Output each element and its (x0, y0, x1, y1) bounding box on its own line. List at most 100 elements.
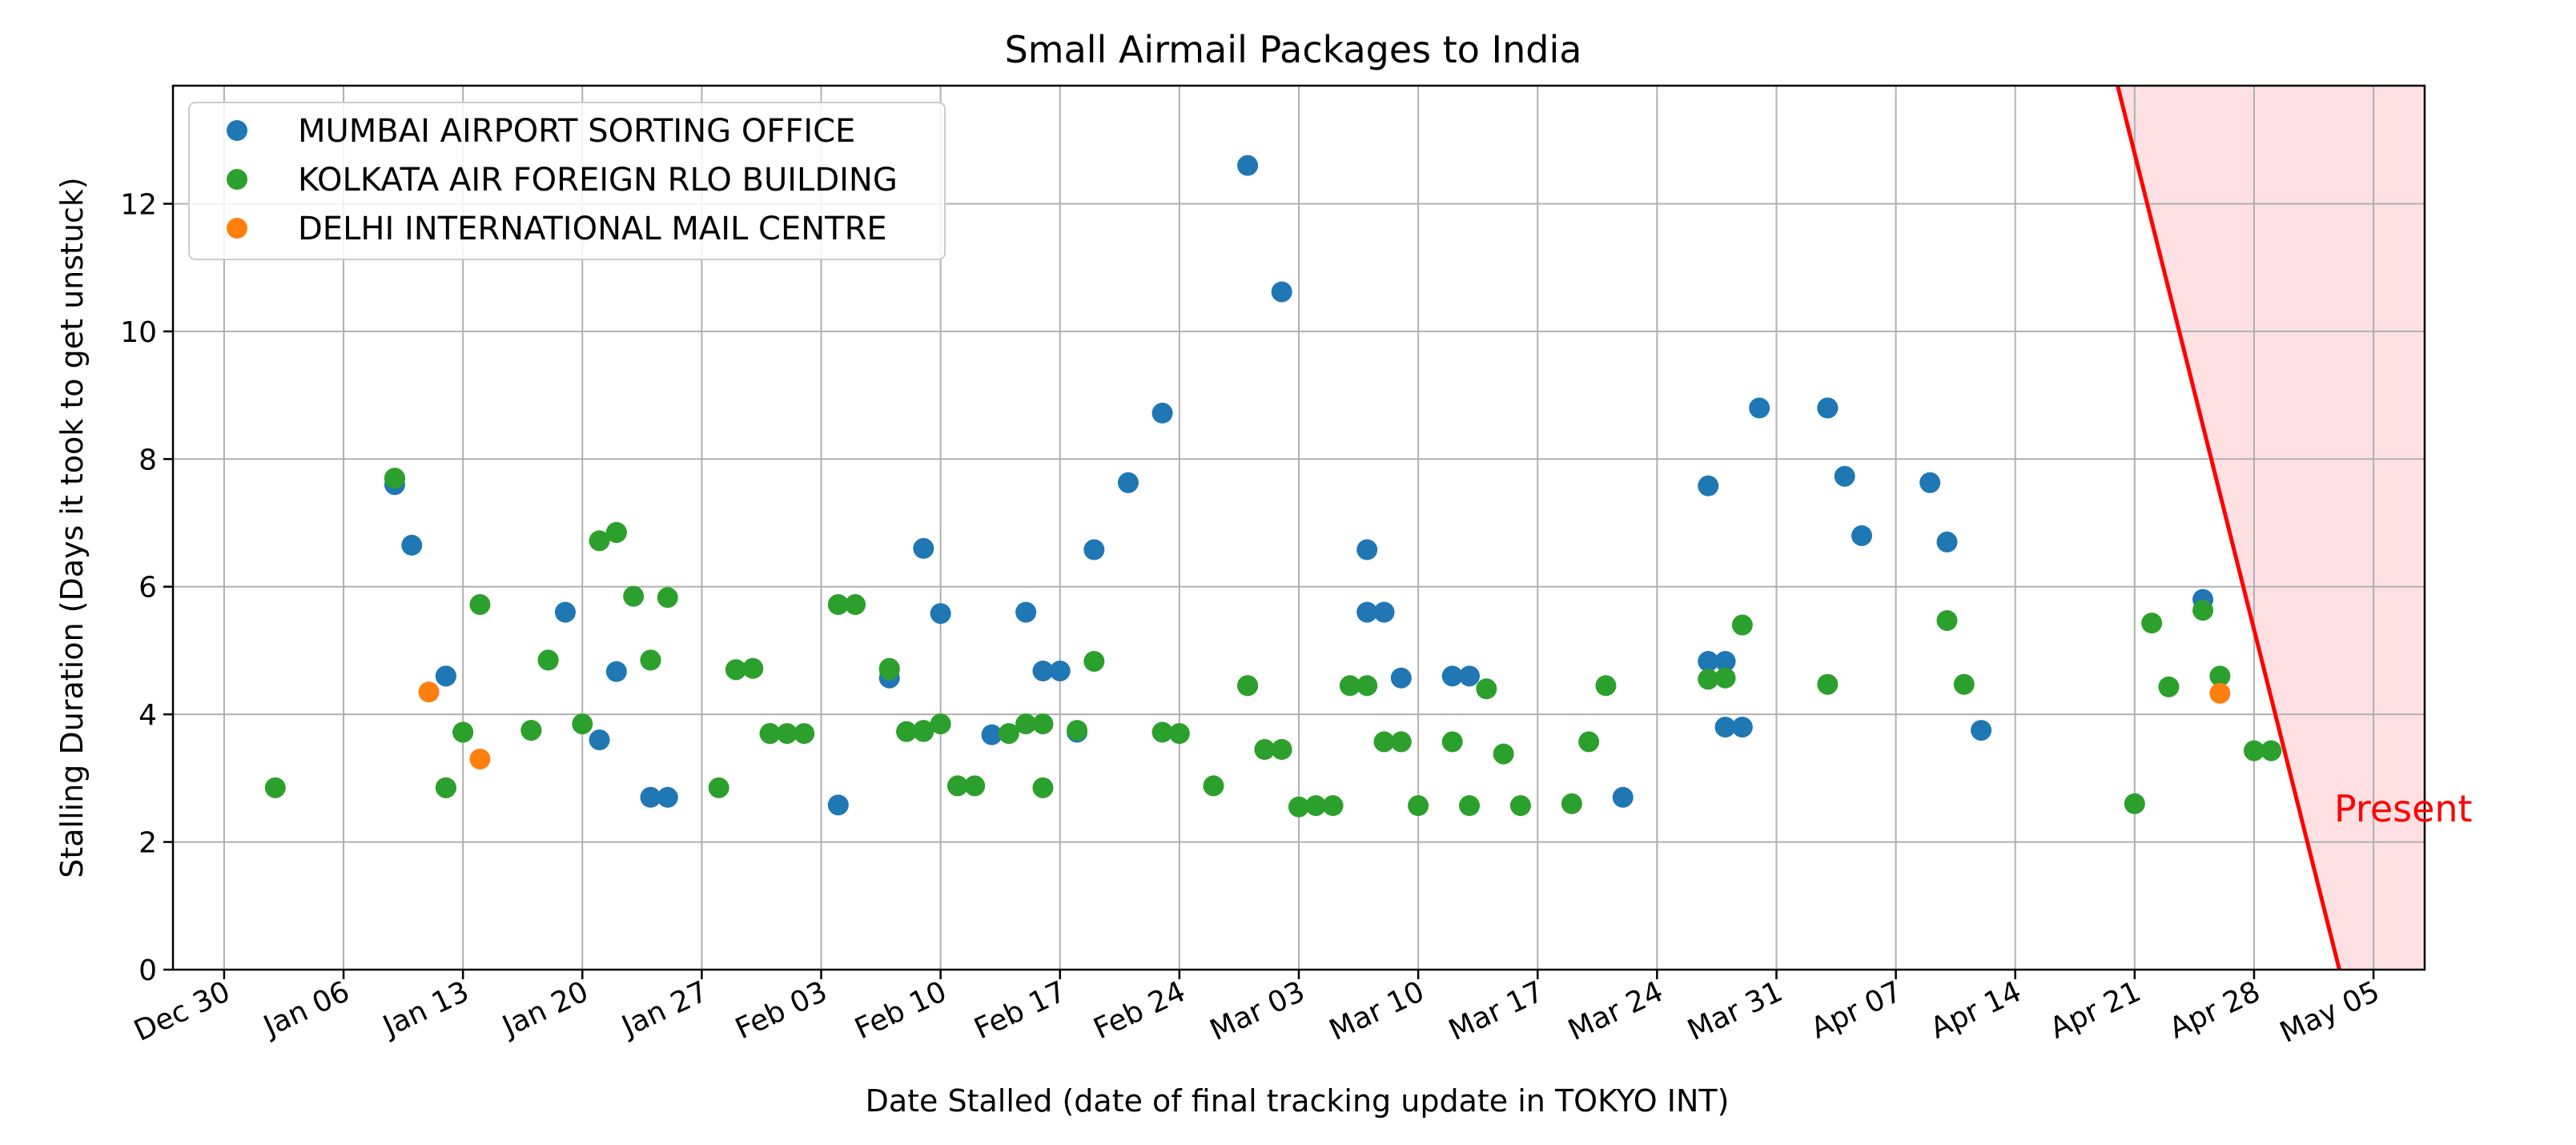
point-series-1 (776, 723, 798, 745)
point-series-0 (1373, 601, 1395, 623)
present-line (2116, 86, 2341, 970)
point-series-2 (469, 748, 491, 769)
y-axis-ticks: 0 2 4 6 8 10 12 (120, 188, 173, 987)
point-series-1 (725, 659, 746, 681)
point-series-1 (1441, 731, 1463, 753)
point-series-1 (1305, 795, 1327, 817)
y-tick-label: 4 (139, 699, 157, 732)
point-series-1 (264, 777, 286, 798)
point-series-1 (2141, 613, 2163, 634)
point-series-0 (589, 729, 610, 751)
legend-marker (227, 218, 247, 239)
point-series-1 (1322, 795, 1344, 817)
legend-marker (227, 120, 247, 141)
point-series-1 (452, 721, 474, 743)
point-series-1 (1168, 723, 1190, 745)
point-series-1 (998, 723, 1019, 745)
point-series-0 (1441, 665, 1463, 687)
point-series-1 (878, 657, 900, 679)
point-series-0 (1731, 717, 1753, 738)
point-series-0 (1851, 524, 1872, 546)
y-tick-label: 12 (120, 188, 157, 221)
point-series-1 (1032, 713, 1054, 735)
point-series-1 (1390, 731, 1412, 753)
point-series-1 (1339, 675, 1360, 697)
point-series-1 (1254, 738, 1276, 760)
point-series-1 (1151, 721, 1173, 743)
chart-title: Small Airmail Packages to India (1005, 28, 1582, 71)
point-series-0 (1032, 660, 1054, 681)
present-line-layer (2116, 86, 2341, 970)
point-series-0 (1919, 472, 1941, 493)
point-series-1 (1459, 795, 1481, 817)
point-series-1 (1817, 673, 1839, 695)
point-series-0 (1936, 531, 1958, 552)
point-series-1 (1356, 675, 1378, 697)
y-tick-label: 8 (139, 444, 157, 476)
point-series-0 (913, 537, 934, 559)
point-series-0 (930, 603, 951, 625)
point-series-0 (435, 665, 456, 687)
point-series-0 (1817, 397, 1839, 419)
point-series-1 (2158, 676, 2180, 697)
point-series-1 (1032, 777, 1054, 798)
point-series-0 (554, 601, 576, 623)
point-series-1 (2124, 793, 2145, 814)
point-series-1 (2261, 740, 2282, 761)
y-tick-label: 2 (139, 827, 157, 860)
point-series-0 (1271, 281, 1292, 303)
point-series-0 (1971, 720, 1992, 741)
point-series-1 (1493, 743, 1514, 765)
y-axis-label: Stalling Duration (Days it took to get u… (54, 177, 90, 878)
point-series-0 (605, 661, 627, 682)
point-series-0 (1612, 786, 1634, 808)
point-series-0 (1356, 539, 1378, 560)
point-series-1 (435, 777, 456, 798)
points-layer (264, 155, 2282, 818)
y-tick-label: 0 (139, 954, 157, 987)
point-series-2 (2209, 682, 2231, 704)
point-series-1 (1271, 738, 1292, 760)
point-series-1 (623, 585, 645, 607)
legend-box (188, 102, 946, 260)
point-series-1 (827, 594, 849, 616)
x-axis-label: Date Stalled (date of final tracking upd… (866, 1083, 1730, 1119)
legend-marker (227, 169, 247, 190)
point-series-0 (1049, 660, 1071, 681)
point-series-0 (640, 786, 661, 808)
point-series-1 (1067, 720, 1088, 741)
point-series-1 (896, 721, 918, 742)
point-series-1 (469, 594, 491, 616)
point-series-0 (1459, 665, 1481, 687)
present-shade (2117, 86, 2425, 970)
point-series-1 (1714, 667, 1736, 689)
point-series-1 (1936, 609, 1958, 631)
point-series-0 (401, 534, 423, 556)
point-series-0 (1698, 650, 1719, 672)
point-series-1 (1731, 614, 1753, 636)
point-series-0 (981, 724, 1003, 745)
point-series-0 (1083, 539, 1105, 560)
point-series-1 (1083, 650, 1105, 672)
legend: MUMBAI AIRPORT SORTING OFFICE KOLKATA AIR… (188, 102, 946, 260)
point-series-0 (1714, 650, 1736, 672)
point-series-0 (1356, 601, 1378, 623)
point-series-1 (1561, 793, 1582, 814)
point-series-1 (1373, 731, 1395, 753)
point-series-2 (418, 681, 440, 703)
point-series-0 (1237, 155, 1259, 176)
point-series-1 (1237, 675, 1259, 697)
point-series-1 (520, 720, 542, 741)
grid-layer (173, 86, 2425, 970)
point-series-1 (946, 775, 968, 797)
point-series-0 (1390, 667, 1412, 689)
present-shade-layer (2117, 86, 2425, 970)
point-series-0 (1698, 475, 1719, 496)
point-series-1 (708, 777, 729, 798)
point-series-1 (605, 521, 627, 543)
y-tick-label: 6 (139, 572, 157, 605)
present-label: Present (2334, 787, 2473, 830)
point-series-1 (742, 657, 764, 679)
point-series-1 (589, 530, 610, 552)
point-series-1 (572, 713, 593, 735)
